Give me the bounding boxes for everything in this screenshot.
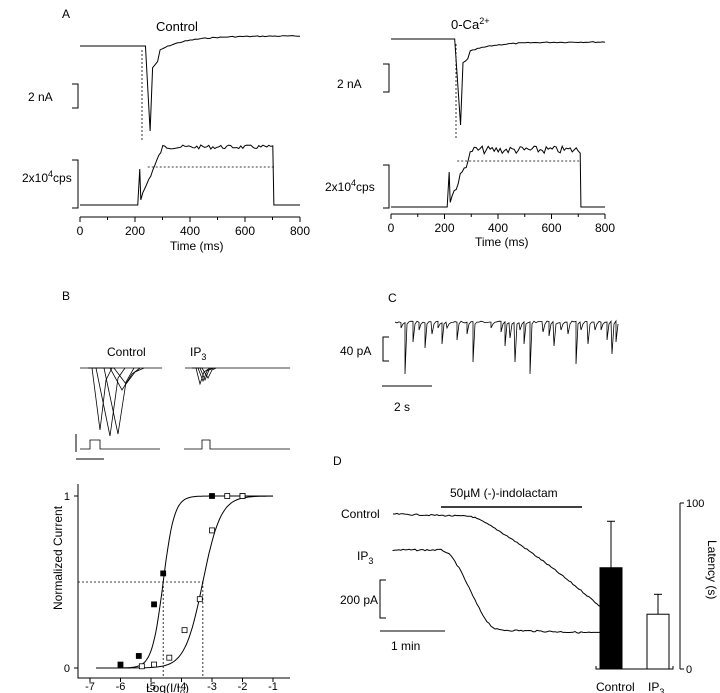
panel-b-letter: B bbox=[62, 289, 70, 303]
panel-a-right: 0-Ca2+ 2 nA 2x104cps 0 200 400 600 800 Time … bbox=[325, 16, 615, 249]
b-ip3-point bbox=[166, 654, 173, 661]
a-left-current-trace bbox=[80, 35, 300, 132]
d-control-label: Control bbox=[341, 507, 380, 521]
d-ip3-trace bbox=[392, 548, 608, 634]
b-plot-axes bbox=[77, 484, 290, 679]
a-time-tick-label: 800 bbox=[595, 221, 615, 235]
a-left-time-axis: 0 200 400 600 800 bbox=[77, 216, 310, 238]
b-control-point bbox=[160, 570, 167, 577]
c-current-trace bbox=[394, 319, 619, 375]
a-left-count-scale-bar bbox=[72, 159, 79, 209]
a-right-count-scale-bar bbox=[383, 164, 390, 209]
c-time-scale: 2 s bbox=[394, 400, 410, 414]
a-time-tick-label: 400 bbox=[180, 224, 200, 238]
b-x-tick-label: -7 bbox=[85, 681, 95, 693]
b-x-tick-label: -1 bbox=[268, 681, 278, 693]
d-ip3-label: IP3 bbox=[357, 549, 373, 566]
d-current-scale-bar bbox=[379, 579, 386, 619]
d-y-tick-label: 100 bbox=[686, 498, 704, 510]
b-ip3-point bbox=[239, 493, 246, 499]
b-control-point bbox=[151, 601, 157, 608]
b-control-point bbox=[135, 653, 142, 659]
b-control-point bbox=[209, 493, 215, 499]
a-time-tick-label: 600 bbox=[235, 224, 255, 238]
a-right-xlabel: Time (ms) bbox=[475, 235, 529, 249]
b-x-tick-label: -2 bbox=[238, 681, 248, 693]
a-left-current-scale: 2 nA bbox=[28, 90, 53, 104]
b-xlabel: Log(I/I0) bbox=[146, 681, 189, 693]
panel-a-letter: A bbox=[62, 7, 70, 21]
d-latency-bar-chart: 0 100 Latency (s) Control IP3 bbox=[595, 498, 719, 693]
d-bar-label-ip3: IP3 bbox=[648, 680, 664, 693]
b-ip3-point bbox=[224, 493, 231, 499]
b-control-traces bbox=[80, 367, 162, 437]
b-control-label: Control bbox=[107, 345, 146, 359]
a-time-tick-label: 200 bbox=[434, 221, 454, 235]
d-drug-label: 50µM (-)-indolactam bbox=[450, 486, 558, 500]
b-ip3-point bbox=[209, 527, 215, 534]
b-x-tick-label: -5 bbox=[146, 681, 156, 693]
b-x-tick-label: -6 bbox=[116, 681, 126, 693]
a-left-current-scale-bar bbox=[72, 83, 79, 109]
d-time-scale: 1 min bbox=[391, 639, 420, 653]
d-bar-baseline bbox=[595, 666, 674, 670]
a-right-current-trace bbox=[391, 38, 606, 126]
d-current-scale: 200 pA bbox=[340, 593, 378, 607]
a-right-current-scale-bar bbox=[383, 63, 390, 93]
b-ip3-point bbox=[138, 663, 145, 670]
c-current-scale-bar bbox=[382, 336, 389, 362]
d-bar-ip3 bbox=[646, 613, 670, 670]
panel-c-letter: C bbox=[388, 291, 397, 305]
a-left-count-trace bbox=[80, 144, 300, 206]
a-time-tick-label: 600 bbox=[541, 221, 561, 235]
b-ylabel: Normalized Current bbox=[51, 505, 65, 610]
d-control-trace bbox=[393, 512, 608, 612]
b-x-tick-label: -3 bbox=[207, 681, 217, 693]
b-ip3-label: IP3 bbox=[190, 345, 206, 362]
a-right-current-scale: 2 nA bbox=[337, 77, 362, 91]
b-control-point bbox=[117, 661, 124, 668]
b-dose-response-plot: -7 -6 -5 -4 -3 -2 -1 0 1 Normalized Current Log(… bbox=[51, 484, 290, 693]
a-right-count-scale: 2x104cps bbox=[325, 178, 375, 194]
a-right-time-axis: 0 200 400 600 800 bbox=[388, 213, 615, 235]
panel-d-letter: D bbox=[333, 454, 342, 468]
a-left-title: Control bbox=[156, 19, 198, 34]
a-time-tick-label: 200 bbox=[125, 224, 145, 238]
b-y-tick-label: 0 bbox=[64, 663, 70, 675]
a-time-tick-label: 0 bbox=[77, 224, 84, 238]
b-ip3-traces bbox=[185, 367, 290, 386]
panel-a-left: Control 2 nA 2x104cps 0 200 400 600 800 Time… bbox=[22, 19, 310, 253]
b-control-stimulus bbox=[80, 439, 160, 450]
d-ylabel: Latency (s) bbox=[705, 540, 719, 599]
b-ip3-stimulus bbox=[184, 439, 290, 450]
b-ip3-point bbox=[181, 627, 188, 634]
a-time-tick-label: 800 bbox=[290, 224, 310, 238]
a-time-tick-label: 0 bbox=[388, 221, 395, 235]
b-x-tick-label: -4 bbox=[177, 681, 187, 693]
a-time-tick-label: 400 bbox=[488, 221, 508, 235]
d-y-tick-label: 0 bbox=[686, 664, 692, 676]
a-left-xlabel: Time (ms) bbox=[170, 239, 224, 253]
a-left-count-scale: 2x104cps bbox=[22, 169, 72, 185]
b-ip3-point bbox=[151, 661, 157, 668]
a-right-count-trace bbox=[391, 144, 605, 208]
a-right-title: 0-Ca2+ bbox=[451, 16, 489, 32]
d-bar-label-control: Control bbox=[596, 680, 635, 693]
b-y-tick-label: 1 bbox=[64, 491, 70, 503]
d-bar-control bbox=[599, 567, 623, 670]
b-ip3-point bbox=[196, 596, 203, 603]
c-current-scale: 40 pA bbox=[340, 344, 371, 358]
